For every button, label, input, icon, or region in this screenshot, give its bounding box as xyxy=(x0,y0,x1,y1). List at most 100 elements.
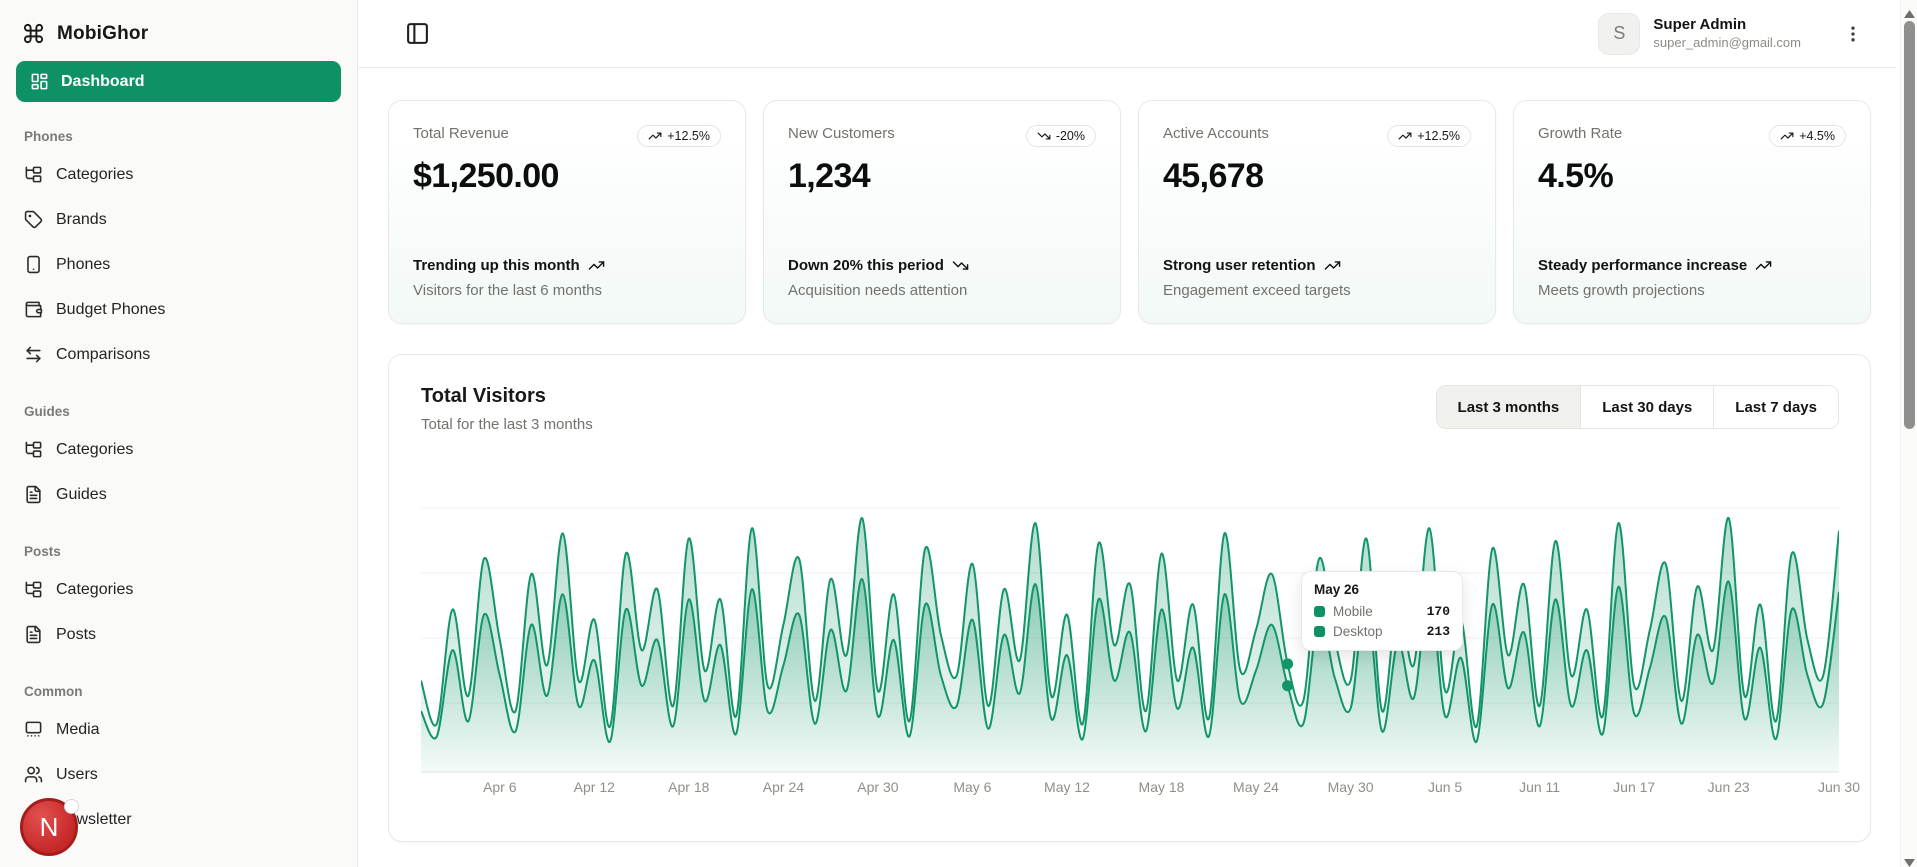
stat-trend-line: Steady performance increase xyxy=(1538,257,1846,274)
badge-value: -20% xyxy=(1055,129,1085,143)
badge-value: +12.5% xyxy=(667,129,710,143)
stat-card-top: Active Accounts +12.5% xyxy=(1163,125,1471,147)
range-option-last-30-days[interactable]: Last 30 days xyxy=(1580,386,1714,428)
range-option-last-7-days[interactable]: Last 7 days xyxy=(1713,386,1838,428)
stat-trend-text: Steady performance increase xyxy=(1538,257,1748,274)
scroll-up-arrow-icon[interactable] xyxy=(1904,5,1915,18)
avatar[interactable]: S xyxy=(1598,12,1641,55)
sidebar-item-guides[interactable]: Guides xyxy=(16,472,341,517)
sidebar-item-label: Categories xyxy=(56,165,134,183)
sidebar-item-label: Posts xyxy=(56,625,97,643)
sidebar-item-dashboard[interactable]: Dashboard xyxy=(16,61,341,102)
line-desktop xyxy=(421,517,1839,728)
brand-logo[interactable]: MobiGhor xyxy=(16,14,341,61)
sidebar-section: Guides Categories Guides xyxy=(16,404,341,517)
area-mobile xyxy=(421,578,1839,772)
x-tick-label: May 24 xyxy=(1233,779,1279,795)
panel-left-icon xyxy=(406,23,428,44)
dev-badge-dot xyxy=(64,799,79,814)
stat-desc-line: Meets growth projections xyxy=(1538,282,1705,299)
line-mobile xyxy=(421,578,1839,743)
sidebar-item-comparisons[interactable]: Comparisons xyxy=(16,332,341,377)
top-header: S Super Admin super_admin@gmail.com xyxy=(358,0,1896,68)
x-tick-label: May 6 xyxy=(953,779,992,795)
stat-trend-text: Trending up this month xyxy=(413,257,580,274)
trending-up-icon xyxy=(1324,261,1340,270)
total-visitors-card: Total Visitors Total for the last 3 mont… xyxy=(388,354,1871,842)
sidebar-item-label: Media xyxy=(56,720,100,738)
sidebar-item-label: Categories xyxy=(56,580,134,598)
stat-card-top: Total Revenue +12.5% xyxy=(413,125,721,147)
trending-up-icon xyxy=(1755,261,1772,270)
x-tick-label: Apr 18 xyxy=(668,779,710,795)
x-tick-label: Jun 11 xyxy=(1519,779,1561,795)
stat-cards-row: Total Revenue +12.5% $1,250.00 Trending up … xyxy=(388,100,1896,324)
x-tick-label: Apr 30 xyxy=(857,779,899,795)
brand-name: MobiGhor xyxy=(57,22,149,44)
vertical-scrollbar[interactable] xyxy=(1900,0,1917,867)
sidebar-item-users[interactable]: Users xyxy=(16,752,341,797)
sidebar-nav: Phones Categories Brands Phones Budget Phone… xyxy=(16,129,341,842)
sidebar-item-label: Guides xyxy=(56,485,107,503)
x-tick-label: Jun 23 xyxy=(1707,779,1750,795)
x-tick-label: Apr 12 xyxy=(573,779,615,795)
trending-down-icon xyxy=(952,261,969,270)
user-block: S Super Admin super_admin@gmail.com xyxy=(1598,12,1870,55)
trending-up-icon xyxy=(1398,132,1412,140)
folder-tree-icon xyxy=(25,166,42,183)
trending-down-icon xyxy=(1037,132,1051,140)
dashboard-icon xyxy=(31,73,48,90)
visitors-area-chart[interactable] xyxy=(421,505,1839,773)
trend-badge: -20% xyxy=(1025,125,1096,147)
stat-label: New Customers xyxy=(788,125,895,142)
sidebar-item-categories[interactable]: Categories xyxy=(16,567,341,612)
trending-up-icon xyxy=(588,261,604,270)
sidebar-section-label: Common xyxy=(24,684,83,699)
sidebar: MobiGhor Dashboard Phones Categories Brand… xyxy=(0,0,358,867)
sidebar-item-brands[interactable]: Brands xyxy=(16,197,341,242)
sidebar-toggle-button[interactable] xyxy=(400,17,434,51)
users-icon xyxy=(24,766,43,783)
x-axis: Apr 6 Apr 12 Apr 18 Apr 24 Apr 30 May 6 May 12… xyxy=(421,779,1860,803)
stat-trend-text: Strong user retention xyxy=(1163,257,1316,274)
sidebar-item-label: Phones xyxy=(56,255,111,273)
folder-tree-icon xyxy=(25,441,42,458)
x-tick-label: Apr 6 xyxy=(483,779,517,795)
sidebar-item-categories[interactable]: Categories xyxy=(16,152,341,197)
x-tick-label: May 18 xyxy=(1138,779,1185,795)
sidebar-item-categories[interactable]: Categories xyxy=(16,427,341,472)
stat-card-active-accounts: Active Accounts +12.5% 45,678 Strong user r… xyxy=(1138,100,1496,324)
tooltip-date: May 26 xyxy=(1314,582,1360,597)
x-tick-label: Apr 24 xyxy=(762,779,805,795)
scroll-down-arrow-icon[interactable] xyxy=(1904,854,1915,867)
scrollbar-thumb[interactable] xyxy=(1904,21,1915,429)
sidebar-section: Phones Categories Brands Phones Budget Phone… xyxy=(16,129,341,377)
sidebar-item-media[interactable]: Media xyxy=(16,707,341,752)
trend-badge: +12.5% xyxy=(637,125,721,147)
sidebar-item-budget-phones[interactable]: Budget Phones xyxy=(16,287,341,332)
media-icon xyxy=(25,721,42,737)
user-menu-button[interactable] xyxy=(1836,17,1870,51)
sidebar-item-phones[interactable]: Phones xyxy=(16,242,341,287)
ellipsis-vertical-icon xyxy=(1851,26,1855,41)
sidebar-item-label: Users xyxy=(56,765,98,783)
x-tick-label: Jun 30 xyxy=(1817,779,1861,795)
dev-badge[interactable]: N xyxy=(20,798,79,856)
series-swatch xyxy=(1314,626,1325,637)
sidebar-item-posts[interactable]: Posts xyxy=(16,612,341,657)
tooltip-row-mobile: Mobile 170 xyxy=(1314,604,1450,619)
trending-up-icon xyxy=(648,132,662,140)
badge-value: +12.5% xyxy=(1417,129,1460,143)
stat-label: Growth Rate xyxy=(1538,125,1623,142)
user-email: super_admin@gmail.com xyxy=(1653,34,1801,50)
range-option-last-3-months[interactable]: Last 3 months xyxy=(1436,386,1581,428)
tooltip-row-desktop: Desktop 213 xyxy=(1314,624,1450,639)
stat-trend-line: Strong user retention xyxy=(1163,257,1471,274)
stat-footer: Trending up this month Visitors for the l… xyxy=(413,257,721,299)
series-value: 213 xyxy=(1426,624,1450,639)
chart-tooltip: May 26 Mobile 170 Desktop 213 xyxy=(1301,571,1463,651)
stat-desc-line: Visitors for the last 6 months xyxy=(413,282,602,299)
sidebar-section-label: Guides xyxy=(24,404,70,419)
x-tick-label: Jun 17 xyxy=(1613,779,1656,795)
stat-desc-line: Engagement exceed targets xyxy=(1163,282,1351,299)
